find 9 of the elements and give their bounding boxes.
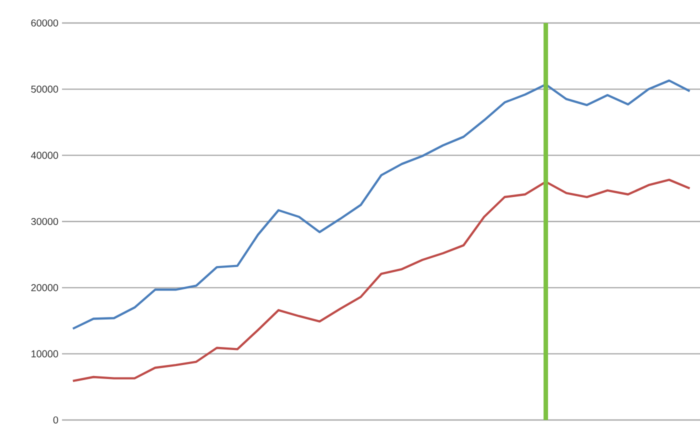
- y-tick-label: 10000: [32, 350, 58, 358]
- line-series: [72, 178, 691, 382]
- line-series: [72, 79, 691, 330]
- y-tick-label: 20000: [31, 284, 58, 292]
- y-tick-label: 40000: [31, 152, 58, 159]
- y-tick-label: 60000: [31, 19, 58, 27]
- y-tick-label: 50000: [31, 86, 58, 93]
- y-tick-label: 30000: [31, 218, 58, 226]
- y-tick-label: 0: [53, 416, 58, 424]
